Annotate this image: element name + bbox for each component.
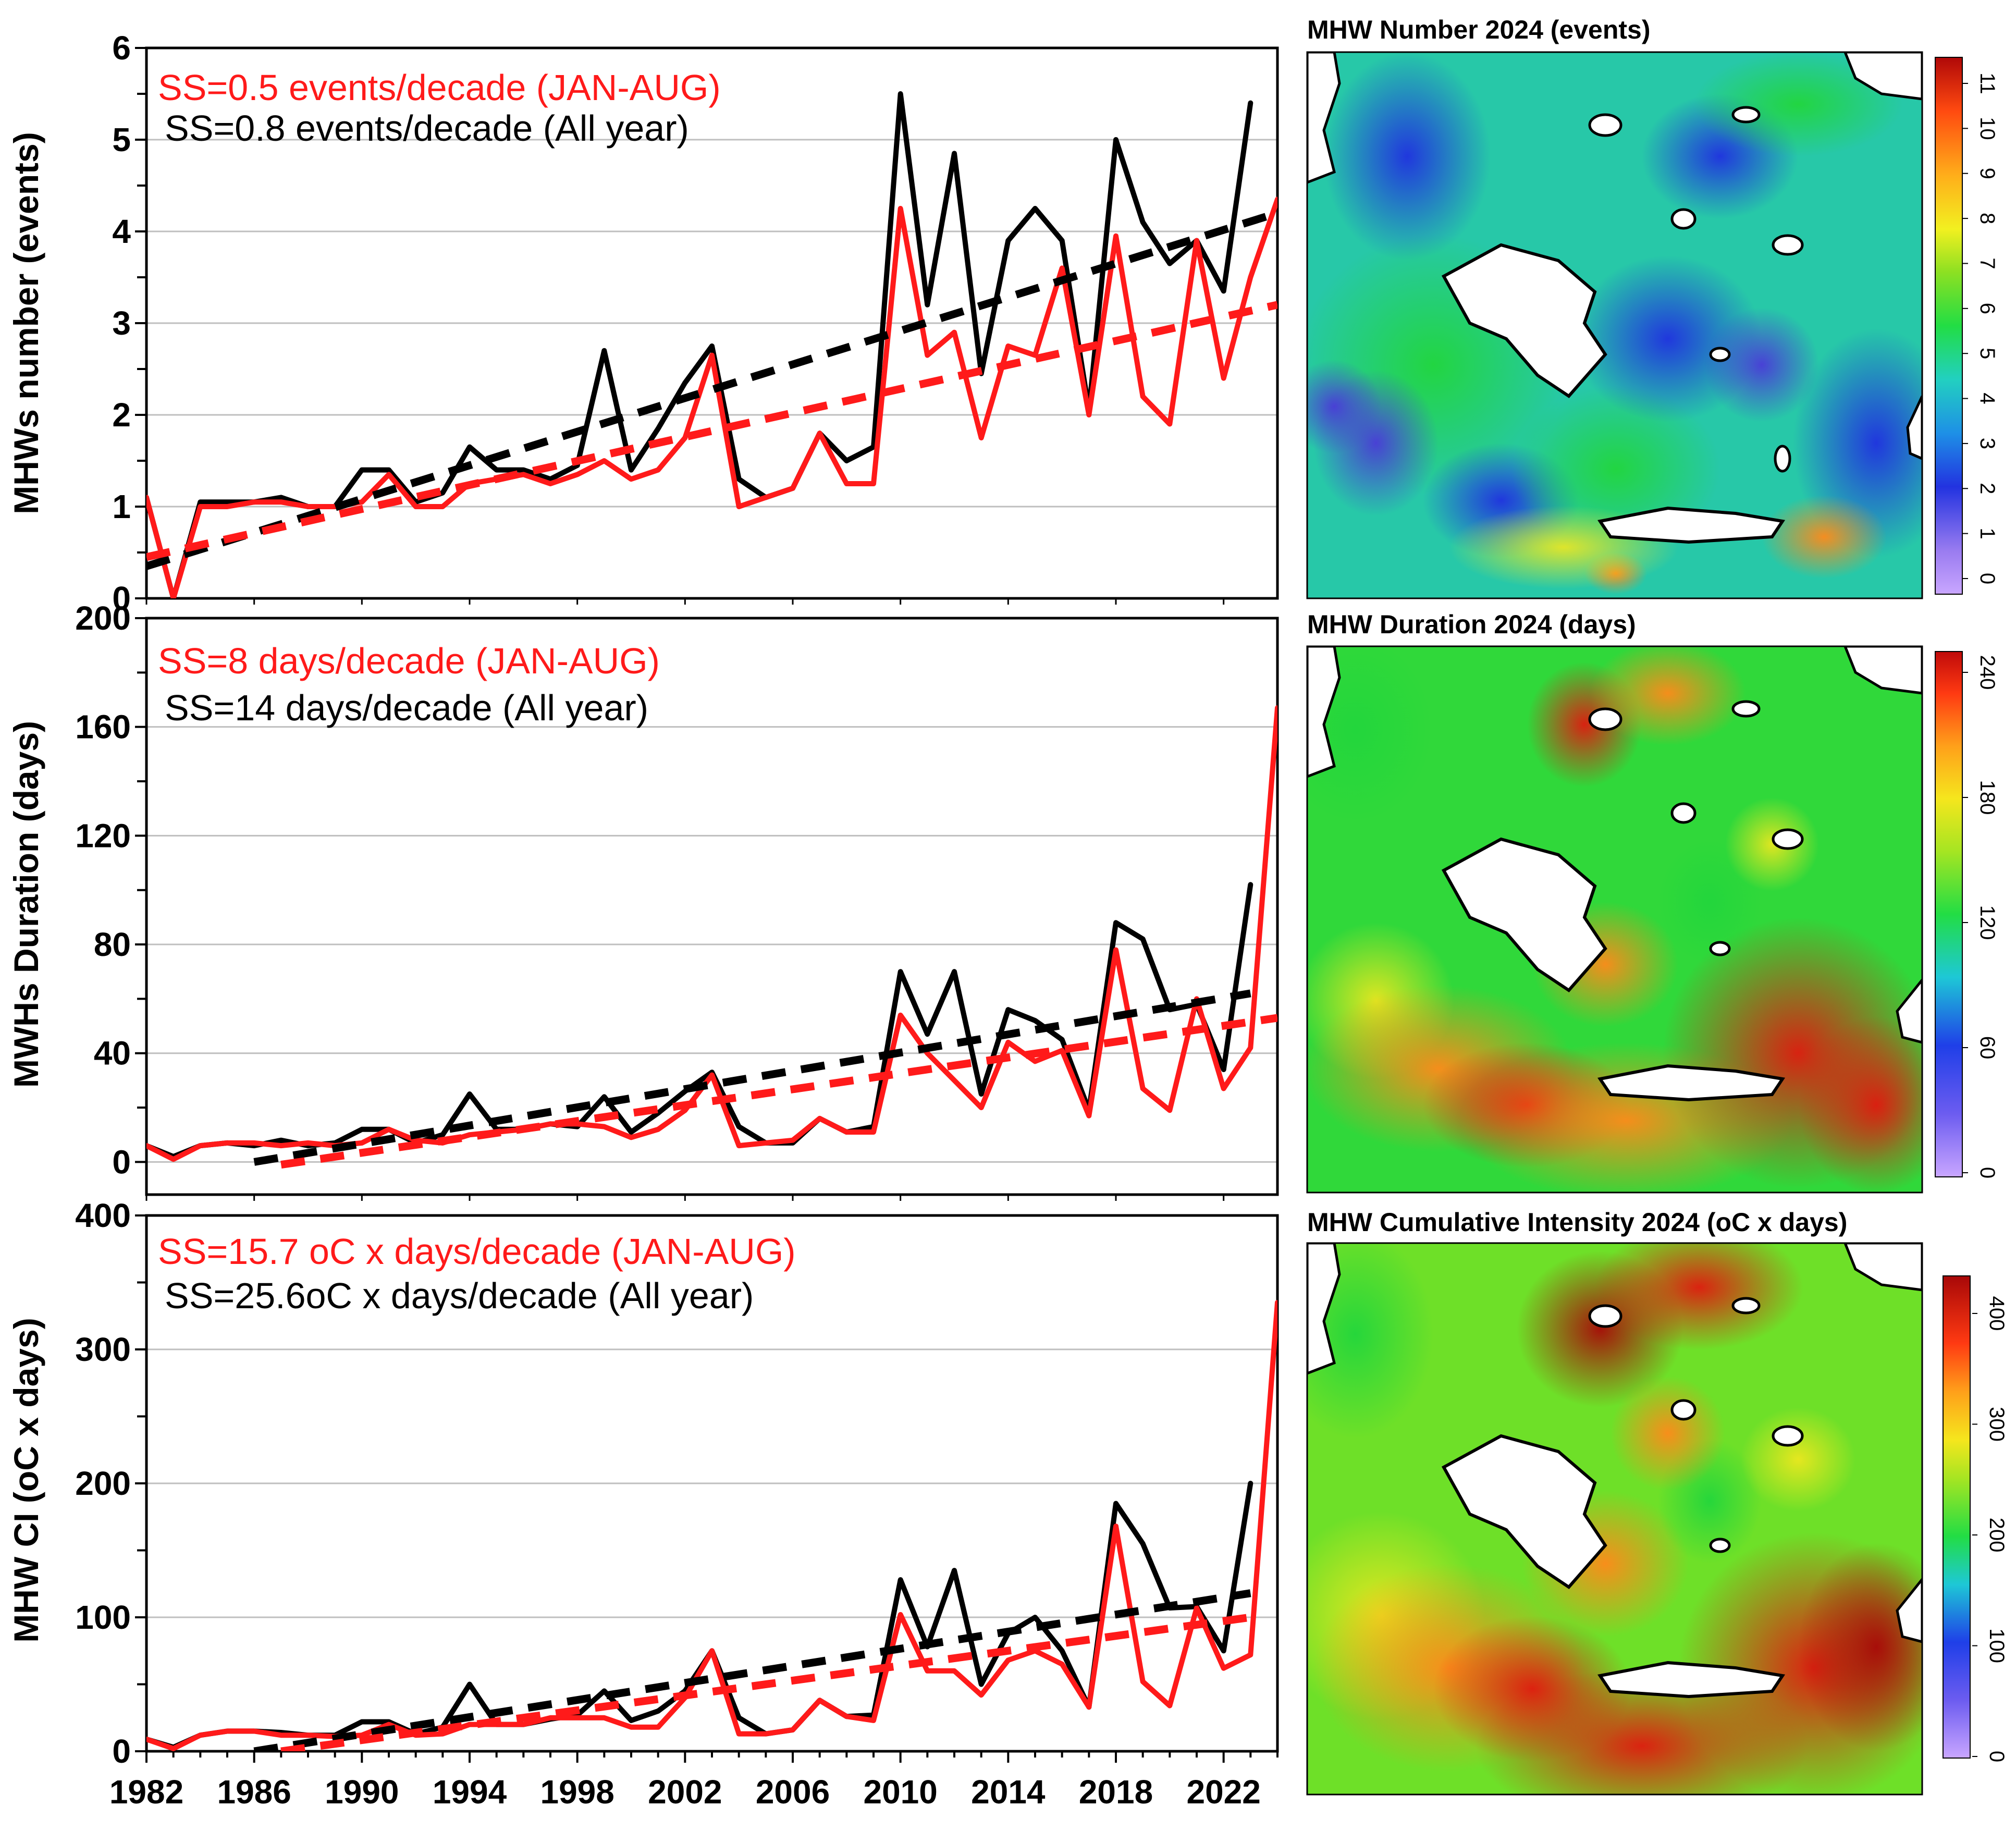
colorbar-tick-label: 120 bbox=[1976, 905, 1999, 940]
map-duration-title: MHW Duration 2024 (days) bbox=[1307, 610, 1636, 639]
colorbar-tick-label: 0 bbox=[1985, 1751, 2008, 1762]
x-tick-label: 1994 bbox=[433, 1773, 507, 1811]
colorbar-tick-label: 300 bbox=[1985, 1407, 2008, 1442]
colorbar-tick-label: 7 bbox=[1976, 257, 1999, 269]
y-tick-label: 400 bbox=[75, 1197, 131, 1234]
y-tick-label: 0 bbox=[112, 1143, 131, 1181]
x-tick-label: 2022 bbox=[1186, 1773, 1260, 1811]
series-group bbox=[146, 705, 1277, 1169]
series-all-year bbox=[146, 1481, 1253, 1750]
trend-jan-aug bbox=[146, 301, 1277, 561]
panel-duration: 0 40 80 120 160 200 MWHs Duration (days) SS=8 d… bbox=[7, 599, 1279, 1201]
series-group bbox=[146, 1300, 1277, 1751]
annotation-jan-aug: SS=0.5 events/decade (JAN-AUG) bbox=[158, 67, 721, 108]
colorbar-tick-label: 1 bbox=[1976, 528, 1999, 539]
series-jan-aug bbox=[146, 705, 1277, 1162]
y-tick-label: 4 bbox=[112, 213, 131, 250]
colorbar-tick-label: 8 bbox=[1976, 213, 1999, 224]
colorbar-tick-label: 9 bbox=[1976, 168, 1999, 179]
map-cumulative-intensity: MHW Cumulative Intensity 2024 (oC x days… bbox=[1306, 1208, 2008, 1796]
colorbar-tick-label: 180 bbox=[1976, 780, 1999, 815]
map-ci-title: MHW Cumulative Intensity 2024 (oC x days… bbox=[1307, 1208, 1847, 1237]
y-tick-label: 6 bbox=[112, 29, 131, 67]
trend-jan-aug bbox=[280, 1014, 1277, 1169]
colorbar-tick-label: 11 bbox=[1976, 72, 1999, 94]
panel-events: 0 1 2 3 4 5 6 MHWs number (events) SS=0.5 events… bbox=[7, 29, 1279, 617]
y-tick-label: 100 bbox=[75, 1599, 131, 1636]
colorbar-tick-label: 2 bbox=[1976, 483, 1999, 494]
x-tick-label: 1990 bbox=[325, 1773, 399, 1811]
colorbar-tick-label: 100 bbox=[1985, 1628, 2008, 1663]
y-axis-label: MHWs number (events) bbox=[7, 132, 45, 514]
colorbar-tick-label: 240 bbox=[1976, 655, 1999, 690]
y-tick-label: 2 bbox=[112, 396, 131, 434]
series-group bbox=[146, 91, 1277, 598]
colorbar-number bbox=[1935, 57, 1963, 595]
colorbar-tick-label: 3 bbox=[1976, 438, 1999, 449]
trend-all-year bbox=[146, 209, 1277, 570]
x-tick-label: 2010 bbox=[863, 1773, 937, 1811]
y-tick-label: 120 bbox=[75, 817, 131, 854]
y-tick-label: 40 bbox=[94, 1035, 131, 1072]
series-jan-aug bbox=[146, 1300, 1277, 1751]
y-tick-label: 300 bbox=[75, 1331, 131, 1368]
y-tick-label: 200 bbox=[75, 1465, 131, 1502]
series-jan-aug bbox=[146, 196, 1277, 598]
x-tick-label: 1982 bbox=[109, 1773, 183, 1811]
trend-all-year bbox=[253, 1589, 1251, 1751]
colorbar-tick-label: 5 bbox=[1976, 348, 1999, 359]
colorbar-tick-label: 0 bbox=[1976, 573, 1999, 584]
annotation-all-year: SS=0.8 events/decade (All year) bbox=[165, 108, 689, 149]
x-tick-label: 1998 bbox=[540, 1773, 614, 1811]
x-tick-label: 2006 bbox=[756, 1773, 830, 1811]
y-tick-label: 200 bbox=[75, 599, 131, 637]
map-number: MHW Number 2024 (events) bbox=[1306, 15, 1999, 599]
x-tick-label: 2018 bbox=[1079, 1773, 1153, 1811]
annotation-all-year: SS=25.6oC x days/decade (All year) bbox=[165, 1275, 754, 1316]
colorbar-tick-label: 10 bbox=[1976, 117, 1999, 140]
colorbar-tick-label: 6 bbox=[1976, 303, 1999, 314]
y-tick-label: 0 bbox=[112, 580, 131, 617]
x-tick-label: 2002 bbox=[648, 1773, 722, 1811]
colorbar-tick-label: 4 bbox=[1976, 392, 1999, 404]
colorbar-ci bbox=[1943, 1275, 1971, 1759]
y-tick-label: 160 bbox=[75, 708, 131, 746]
trend-jan-aug bbox=[280, 1613, 1251, 1751]
colorbar-tick-label: 60 bbox=[1976, 1036, 1999, 1060]
colorbar-duration bbox=[1935, 651, 1963, 1177]
map-number-title: MHW Number 2024 (events) bbox=[1307, 15, 1651, 44]
map-duration: MHW Duration 2024 (days) bbox=[1306, 610, 1999, 1194]
y-axis-label: MHW CI (oC x days) bbox=[7, 1318, 45, 1642]
y-tick-label: 5 bbox=[112, 121, 131, 158]
trend-all-year bbox=[253, 989, 1251, 1166]
y-tick-label: 0 bbox=[112, 1732, 131, 1770]
y-tick-label: 80 bbox=[94, 926, 131, 963]
annotation-jan-aug: SS=15.7 oC x days/decade (JAN-AUG) bbox=[158, 1231, 796, 1272]
annotation-all-year: SS=14 days/decade (All year) bbox=[165, 687, 648, 728]
colorbar-tick-label: 200 bbox=[1985, 1518, 2008, 1553]
x-tick-label: 1986 bbox=[217, 1773, 291, 1811]
y-tick-label: 3 bbox=[112, 304, 131, 342]
colorbar-tick-label: 400 bbox=[1985, 1296, 2008, 1331]
y-axis-label: MWHs Duration (days) bbox=[7, 721, 45, 1088]
y-tick-label: 1 bbox=[112, 488, 131, 525]
panel-cumulative-intensity: 0 100 200 300 400 MHW CI (oC x days) 1982 1986 1… bbox=[7, 1197, 1279, 1811]
colorbar-tick-label: 0 bbox=[1976, 1167, 1999, 1178]
annotation-jan-aug: SS=8 days/decade (JAN-AUG) bbox=[158, 641, 660, 681]
x-tick-label: 2014 bbox=[971, 1773, 1046, 1811]
plot-frame bbox=[145, 617, 1279, 1196]
